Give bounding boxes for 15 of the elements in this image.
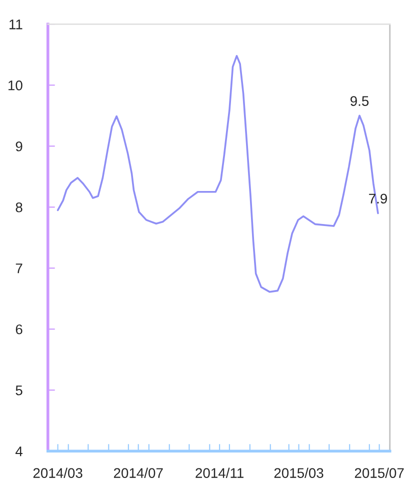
- annotation: 9.5: [350, 96, 369, 106]
- y-tick-label: 7: [16, 264, 22, 274]
- y-tick-label: 11: [10, 20, 22, 30]
- y-tick-label: 4: [16, 446, 22, 456]
- x-tick-label: 2014/03: [33, 468, 82, 478]
- x-tick-label: 2015/03: [274, 468, 324, 478]
- y-tick-label: 9: [16, 141, 22, 152]
- y-tick-label: 6: [16, 324, 22, 334]
- y-tick-label: 10: [8, 80, 22, 90]
- x-tick-label: 2015/07: [354, 468, 404, 478]
- y-tick-label: 8: [16, 202, 22, 212]
- x-tick-label: 2014/11: [196, 468, 244, 478]
- x-tick-label: 2014/07: [114, 468, 163, 478]
- annotation: 7.9: [369, 194, 387, 204]
- y-tick-label: 5: [16, 386, 22, 396]
